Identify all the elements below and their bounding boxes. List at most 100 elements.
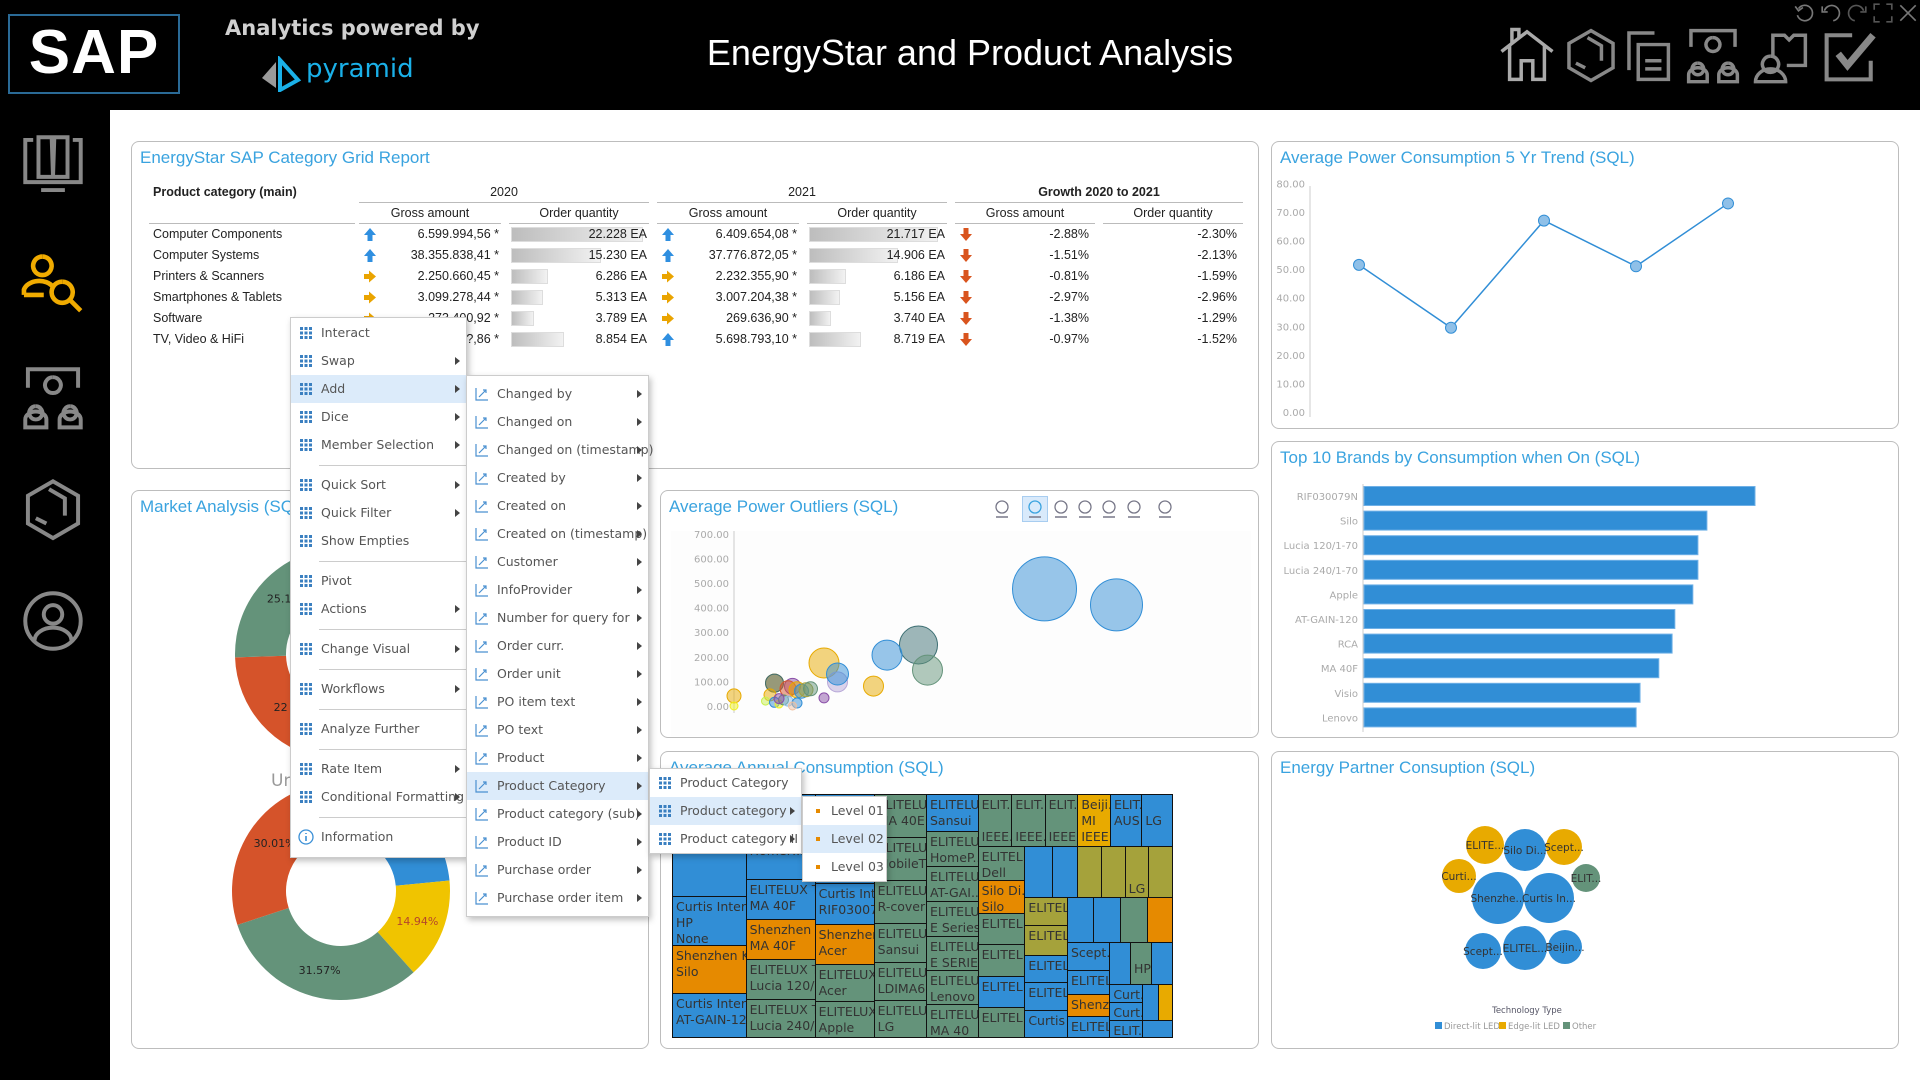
column-group-2020[interactable]: 2020	[359, 182, 649, 203]
growth-cell[interactable]: -1.52%	[1099, 329, 1247, 350]
treemap-cell[interactable]: ELITELUX TE...Lucia 240/1...	[745, 998, 816, 1039]
order-quantity-cell[interactable]: 22.228 EA	[505, 224, 653, 245]
treemap-cell[interactable]: ELIT...	[1109, 1019, 1143, 1039]
submenu-item[interactable]: Product Category	[650, 769, 801, 797]
bubble[interactable]	[871, 639, 903, 671]
partner-bubble[interactable]	[1472, 872, 1524, 924]
table-row[interactable]: Computer Systems 38.355.838,41 * 15.230 EA…	[149, 245, 1247, 266]
submenu-item[interactable]: Order curr.	[467, 632, 648, 660]
treemap-cell[interactable]: Shenzhen KT...Silo	[672, 944, 747, 994]
menu-item-member-selection[interactable]: Member Selection	[291, 431, 466, 459]
column-header[interactable]: Order quantity	[509, 203, 649, 224]
treemap-cell[interactable]	[1148, 846, 1173, 899]
bar[interactable]	[1363, 633, 1673, 654]
menu-item-quick-sort[interactable]: Quick Sort	[291, 471, 466, 499]
growth-cell[interactable]: -2.96%	[1099, 287, 1247, 308]
column-group-2021[interactable]: 2021	[657, 182, 947, 203]
submenu-item[interactable]: Created on	[467, 492, 648, 520]
category-cell[interactable]: Printers & Scanners	[153, 269, 265, 283]
bar[interactable]	[1363, 486, 1756, 506]
data-point[interactable]	[1722, 197, 1734, 210]
treemap-cell[interactable]	[1142, 1019, 1173, 1039]
treemap-cell[interactable]: ELITELU...R-cover	[873, 879, 927, 924]
treemap-cell[interactable]: Curt...	[1109, 983, 1143, 1003]
treemap-cell[interactable]: Curtis ...	[1024, 1010, 1068, 1039]
order-quantity-cell[interactable]: 5.313 EA	[505, 287, 653, 308]
gross-amount-cell[interactable]: 3.099.278,44 *	[355, 287, 505, 308]
menu-item-change-visual[interactable]: Change Visual	[291, 635, 466, 663]
submenu-item[interactable]: Product category	[650, 797, 801, 825]
treemap-cell[interactable]: ELITELU...E Series	[926, 900, 979, 937]
partner-bubble[interactable]	[1442, 859, 1476, 893]
order-quantity-cell[interactable]: 8.719 EA	[803, 329, 951, 350]
menu-item-actions[interactable]: Actions	[291, 595, 466, 623]
treemap-cell[interactable]: Silo Di...Silo	[977, 879, 1026, 914]
menu-item-pivot[interactable]: Pivot	[291, 567, 466, 595]
menu-item-add[interactable]: Add	[291, 375, 466, 403]
bar[interactable]	[1363, 535, 1699, 556]
growth-cell[interactable]: -2.88%	[951, 224, 1099, 245]
treemap-cell[interactable]: ELITEL...	[1024, 954, 1068, 984]
gross-amount-cell[interactable]: 2.250.660,45 *	[355, 266, 505, 287]
treemap-cell[interactable]	[1100, 846, 1126, 899]
menu-item-quick-filter[interactable]: Quick Filter	[291, 499, 466, 527]
legend-label[interactable]: Other	[1572, 1022, 1597, 1032]
treemap-cell[interactable]: Curtis Intern...AT-GAIN-12...	[672, 992, 747, 1039]
data-point[interactable]	[1353, 258, 1365, 271]
treemap-cell[interactable]: ELITELU...E SERIE...	[926, 935, 979, 971]
treemap-cell[interactable]: ELITELU...HomeP...	[926, 831, 979, 868]
treemap-cell[interactable]: ELIT...AUS	[1110, 794, 1143, 848]
treemap-cell[interactable]: ELITEL...Dell	[977, 846, 1026, 881]
treemap-cell[interactable]: ELITEL...	[977, 943, 1026, 977]
gross-amount-cell[interactable]: 6.599.994,56 *	[355, 224, 505, 245]
data-point[interactable]	[1630, 260, 1642, 273]
treemap-cell[interactable]: ELITELU...AT-GAI...	[926, 866, 979, 902]
sidebar-item-team-idea-icon[interactable]	[20, 364, 86, 430]
submenu-item[interactable]: Product category II	[650, 825, 801, 853]
partner-bubble[interactable]	[1548, 930, 1582, 964]
treemap-cell[interactable]	[1076, 846, 1102, 899]
column-header[interactable]: Gross amount	[359, 203, 501, 224]
growth-cell[interactable]: -2.13%	[1099, 245, 1247, 266]
sidebar-item-book-screen-icon[interactable]	[20, 132, 86, 198]
treemap-cell[interactable]: ELITELU...Lenovo	[926, 969, 979, 1005]
menu-item-dice[interactable]: Dice	[291, 403, 466, 431]
bubble[interactable]	[1012, 556, 1077, 622]
submenu-item[interactable]: PO text	[467, 716, 648, 744]
cube-icon[interactable]	[1562, 26, 1620, 84]
order-quantity-cell[interactable]: 6.186 EA	[803, 266, 951, 287]
close-icon[interactable]	[1897, 2, 1919, 24]
table-row[interactable]: Computer Components 6.599.994,56 * 22.228 …	[149, 224, 1247, 245]
bubble[interactable]	[761, 696, 770, 706]
submenu-item[interactable]: Changed on (timestamp)	[467, 436, 654, 464]
menu-item-workflows[interactable]: Workflows	[291, 675, 466, 703]
category-cell[interactable]: Software	[153, 311, 203, 325]
submenu-item[interactable]: Created by	[467, 464, 648, 492]
submenu-item[interactable]: Customer	[467, 548, 648, 576]
sidebar-item-user-search-icon[interactable]	[20, 250, 86, 316]
treemap-cell[interactable]	[1109, 941, 1131, 985]
sidebar-item-cube-icon[interactable]	[20, 476, 86, 542]
bar[interactable]	[1363, 609, 1676, 629]
treemap-cell[interactable]: ELITELUX ...Acer	[814, 963, 875, 1002]
treemap-cell[interactable]: ELITEL...	[977, 1006, 1026, 1039]
treemap-cell[interactable]	[1151, 941, 1173, 985]
order-quantity-cell[interactable]: 5.156 EA	[803, 287, 951, 308]
partner-bubble[interactable]	[1466, 826, 1504, 864]
treemap-cell[interactable]	[1120, 897, 1148, 943]
table-row[interactable]: Smartphones & Tablets 3.099.278,44 * 5.313…	[149, 287, 1247, 308]
checkbox-icon[interactable]	[1822, 26, 1880, 84]
submenu-item[interactable]: Changed on	[467, 408, 648, 436]
donut-slice[interactable]	[377, 880, 450, 973]
bubble[interactable]	[729, 701, 739, 711]
partner-bubble[interactable]	[1572, 864, 1600, 892]
level-item[interactable]: Level 01	[803, 797, 886, 825]
treemap-cell[interactable]: ELITELU...LG	[873, 999, 927, 1039]
treemap-cell[interactable]: ELITELUX TE...Lucia 120/1...	[745, 958, 816, 1000]
gross-amount-cell[interactable]: 6.409.654,08 *	[653, 224, 803, 245]
gross-amount-cell[interactable]: 37.776.872,05 *	[653, 245, 803, 266]
menu-item-show-empties[interactable]: Show Empties	[291, 527, 466, 555]
bubble[interactable]	[863, 675, 884, 697]
bar[interactable]	[1363, 559, 1699, 580]
bubble[interactable]	[818, 692, 830, 704]
